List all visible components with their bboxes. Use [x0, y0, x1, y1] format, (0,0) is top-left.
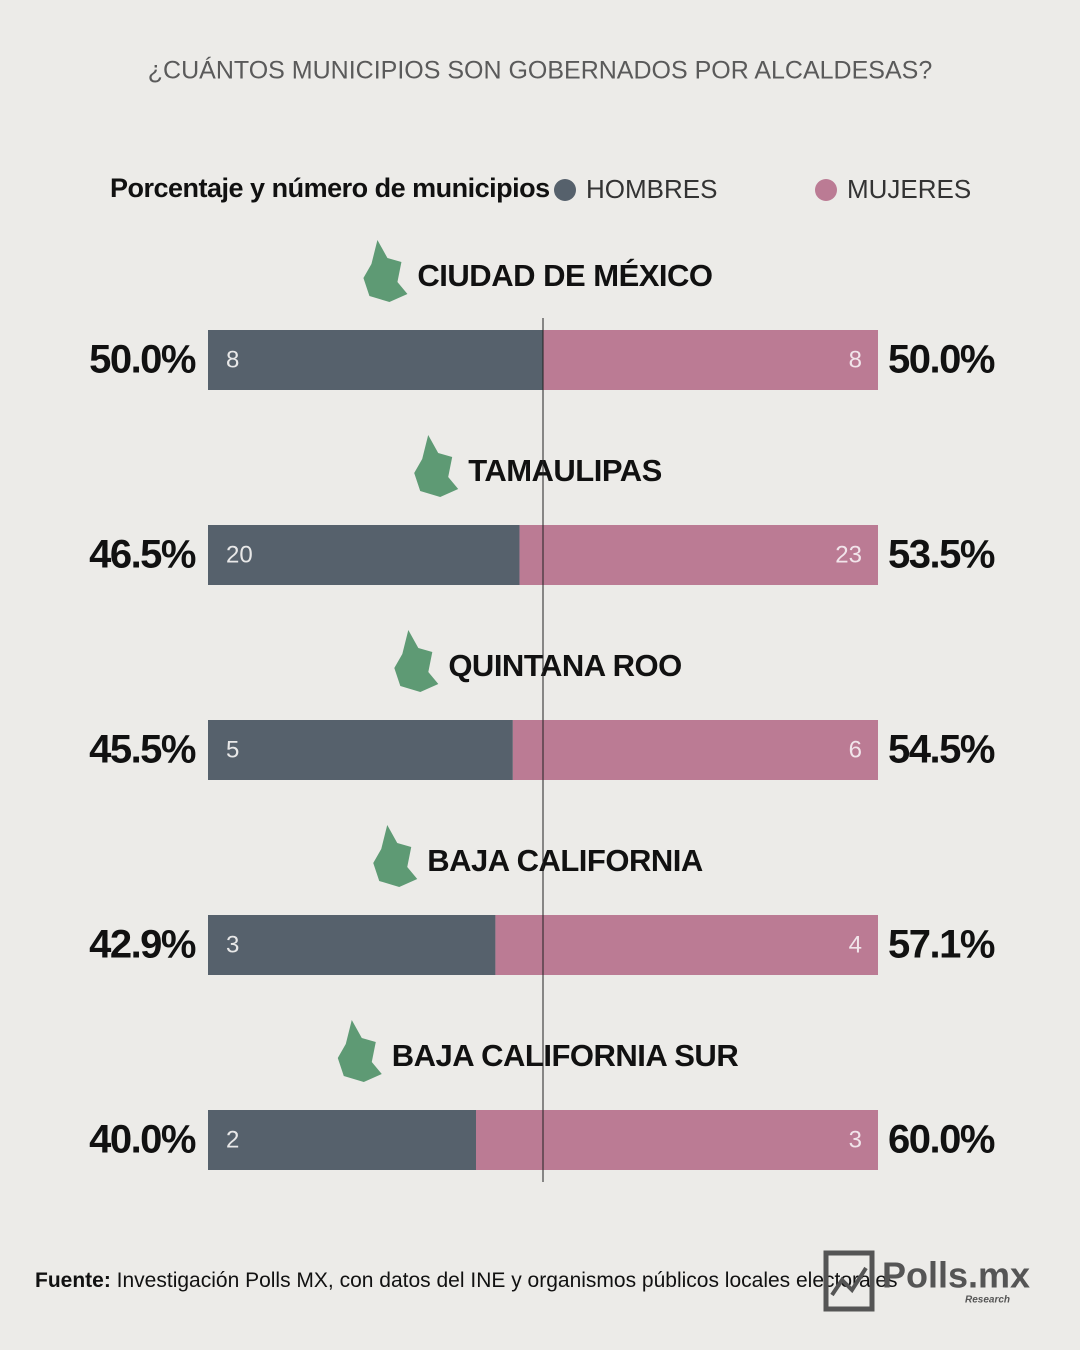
logo-box [823, 1250, 875, 1312]
percent-label: 45.5% [89, 728, 196, 772]
legend: HOMBRES MUJERES [554, 174, 971, 204]
rows: CIUDAD DE MÉXICO 8 8 50.0% 50.0% TAMAULIPAS 20… [89, 240, 996, 1182]
state-icon [414, 435, 459, 497]
legend-label: MUJERES [847, 174, 971, 204]
percent-label: 50.0% [888, 338, 995, 382]
state-icon [394, 630, 439, 692]
count-label: 4 [849, 931, 862, 958]
state-name: TAMAULIPAS [468, 453, 662, 488]
source-label: Fuente: [35, 1269, 111, 1292]
source-text: Investigación Polls MX, con datos del IN… [117, 1269, 898, 1292]
legend-label: HOMBRES [586, 174, 717, 204]
count-label: 8 [849, 346, 862, 373]
percent-label: 46.5% [89, 533, 196, 577]
count-label: 20 [226, 541, 253, 568]
brand-sub: Research [965, 1295, 1010, 1306]
state-name: BAJA CALIFORNIA SUR [392, 1038, 739, 1073]
state-icon [337, 1020, 382, 1082]
logo-line [830, 1266, 868, 1297]
state-name: BAJA CALIFORNIA [427, 843, 703, 878]
state-name: QUINTANA ROO [448, 648, 681, 683]
brand-name: Polls.mx [882, 1255, 1030, 1296]
bar-segment [495, 915, 878, 975]
count-label: 5 [226, 736, 239, 763]
source-note: Fuente: Investigación Polls MX, con dato… [35, 1269, 898, 1292]
count-label: 8 [226, 346, 239, 373]
percent-label: 57.1% [888, 923, 995, 967]
count-label: 6 [849, 736, 862, 763]
bar-segment [476, 1110, 878, 1170]
count-label: 2 [226, 1126, 239, 1153]
brand-logo: Polls.mx Research [823, 1250, 1030, 1312]
count-label: 3 [849, 1126, 862, 1153]
bar-segment [208, 330, 543, 390]
percent-label: 40.0% [89, 1118, 196, 1162]
chart-title: ¿CUÁNTOS MUNICIPIOS SON GOBERNADOS POR A… [148, 56, 932, 85]
count-label: 3 [226, 931, 239, 958]
percent-label: 60.0% [888, 1118, 995, 1162]
count-label: 23 [835, 541, 862, 568]
legend-swatch [554, 179, 576, 201]
legend-swatch [815, 179, 837, 201]
bar-segment [208, 720, 513, 780]
chart-subtitle: Porcentaje y número de municipios [110, 173, 550, 203]
bar-segment [543, 330, 878, 390]
bar-segment [208, 1110, 476, 1170]
percent-label: 54.5% [888, 728, 995, 772]
percent-label: 53.5% [888, 533, 995, 577]
percent-label: 42.9% [89, 923, 196, 967]
bar-segment [208, 525, 520, 585]
state-icon [363, 240, 408, 302]
bar-segment [208, 915, 496, 975]
bar-segment [512, 720, 878, 780]
percent-label: 50.0% [89, 338, 196, 382]
bar-segment [519, 525, 878, 585]
state-name: CIUDAD DE MÉXICO [417, 258, 712, 293]
state-icon [373, 825, 418, 887]
